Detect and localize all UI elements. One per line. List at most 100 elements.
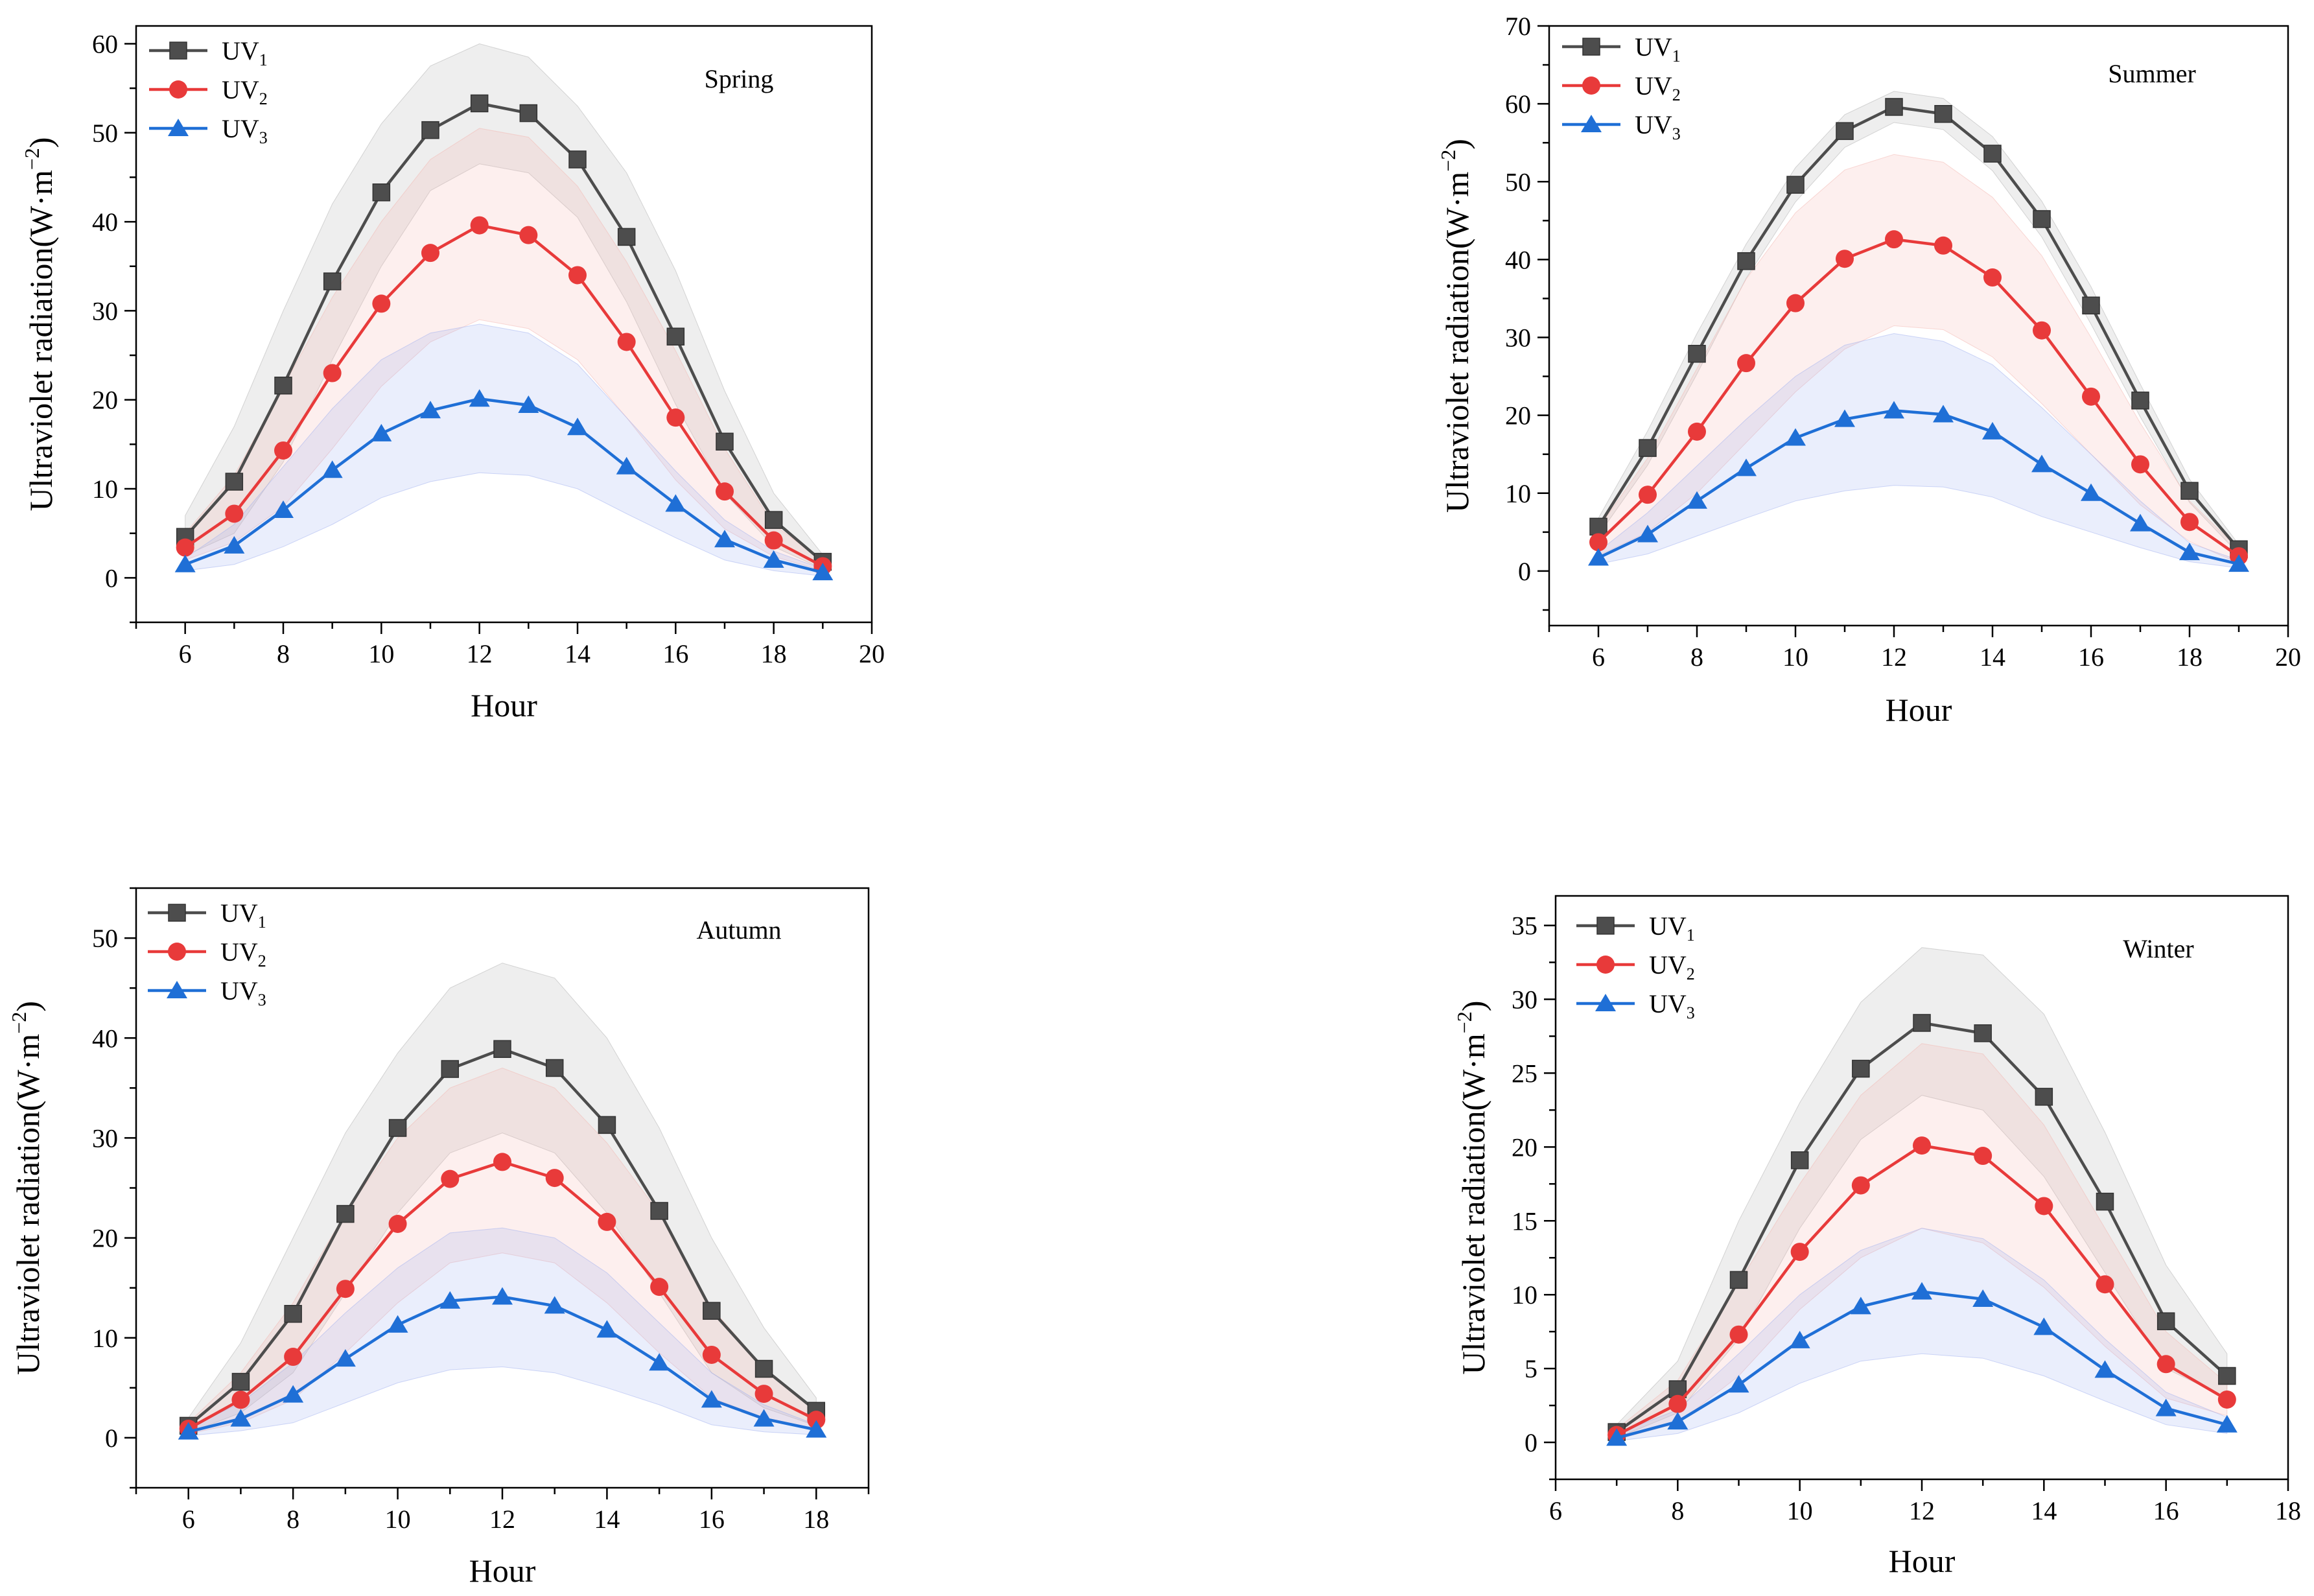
legend-label: UV1: [1649, 911, 1695, 945]
summer-uv3-point: [1588, 548, 1609, 566]
summer-uv1-line: [1597, 105, 2240, 550]
winter-uv2-point: [1668, 1394, 1687, 1413]
legend-entry-uv3: UV3: [1576, 989, 1695, 1022]
summer-uv1-point: [1639, 439, 1657, 457]
spring-uv2-point: [764, 531, 783, 550]
spring-uv3-point: [420, 401, 441, 419]
winter-y-axis-title: Ultraviolet radiation(W·m−2): [1453, 1001, 1491, 1375]
autumn-uv2-point: [754, 1385, 773, 1403]
summer-y-tick-label: 60: [1505, 89, 1531, 119]
legend-entry-uv1: UV1: [1576, 911, 1695, 945]
summer-x-tick-label: 20: [2275, 642, 2301, 672]
spring-uv2-point: [568, 266, 587, 285]
summer-uv1-point: [1786, 176, 1805, 194]
spring-uv2-point: [225, 504, 244, 523]
summer-plot-frame: [1548, 25, 2289, 627]
summer-x-tick-label: 8: [1690, 642, 1703, 672]
spring-uv3-point: [616, 456, 637, 475]
autumn-y-tick-label: 50: [92, 924, 118, 953]
winter-x-tick-label: 10: [1787, 1496, 1813, 1525]
summer-uv3-point: [1637, 524, 1658, 543]
autumn-uv3-point: [230, 1409, 251, 1427]
legend-marker: [168, 904, 186, 922]
summer-uv3-line: [1598, 409, 2239, 566]
autumn-x-tick-label: 6: [182, 1505, 195, 1534]
summer-uv1-point: [1688, 344, 1706, 363]
spring-x-tick-label: 14: [565, 639, 590, 668]
winter-x-tick-label: 8: [1671, 1496, 1684, 1525]
winter-uv1-point: [2218, 1367, 2236, 1385]
spring-uv3-point: [224, 535, 245, 554]
autumn-uv2-point: [702, 1345, 721, 1364]
autumn-uv1-point: [388, 1119, 407, 1137]
autumn-x-tick-label: 8: [286, 1505, 299, 1534]
autumn-uv2-point: [441, 1169, 460, 1188]
autumn-uv3-point: [334, 1349, 356, 1367]
autumn-uv3-point: [492, 1287, 513, 1305]
chart-panel-spring: 6 8 10 12 14 16 18 20 0 10 20 30 40 50 60 Spring UV1 UV2 U…: [20, 25, 885, 723]
winter-uv2-point: [2217, 1390, 2236, 1409]
winter-uv1-point: [2096, 1192, 2114, 1211]
legend-marker: [1596, 917, 1615, 935]
autumn-uv3-point: [596, 1320, 618, 1338]
legend-entry-uv2: UV2: [1562, 71, 1681, 104]
autumn-uv3-point: [544, 1296, 565, 1314]
autumn-uv3-point: [649, 1353, 670, 1371]
summer-uv1-point: [1836, 122, 1854, 140]
autumn-uv3-point: [387, 1315, 408, 1333]
spring-uv3-point: [174, 554, 196, 572]
spring-x-tick-label: 8: [277, 639, 290, 668]
spring-uv2-point: [176, 538, 194, 557]
spring-x-tick-label: 10: [368, 639, 394, 668]
autumn-uv2-point: [231, 1391, 250, 1409]
autumn-uv1-point: [754, 1359, 773, 1378]
chart-panel-winter: 6 8 10 12 14 16 18 0 5 10 15 20 25 30 35 Winter UV1 UV2 UV…: [1453, 895, 2301, 1579]
summer-uv2-line: [1597, 237, 2240, 557]
summer-uv2-point: [2033, 321, 2051, 340]
legend-label: UV3: [1649, 989, 1695, 1022]
spring-uv1-point: [716, 432, 734, 451]
spring-y-tick-label: 30: [92, 296, 118, 325]
summer-y-tick-label: 20: [1505, 401, 1531, 430]
chart-panel-autumn: 6 8 10 12 14 16 18 0 10 20 30 40 50 Autumn UV1 UV2 UV3 Ho…: [7, 887, 870, 1589]
winter-uv1-point: [1913, 1014, 1931, 1032]
summer-uv3-point: [2130, 513, 2151, 532]
autumn-y-tick-label: 40: [92, 1024, 118, 1053]
summer-uv3-point: [1736, 458, 1757, 476]
summer-uv3-point: [2081, 483, 2101, 501]
spring-uv2-point: [323, 364, 342, 382]
summer-uv3-point: [2228, 554, 2249, 572]
spring-uv2-point: [421, 244, 439, 263]
legend-marker: [1595, 994, 1616, 1011]
spring-uv2-point: [372, 294, 391, 313]
summer-uv1-point: [2033, 210, 2051, 228]
autumn-uv2-point: [284, 1348, 303, 1367]
summer-uv1-point: [1885, 98, 1903, 116]
summer-y-tick-label: 70: [1505, 12, 1531, 41]
summer-uv2-point: [2082, 387, 2100, 406]
autumn-x-tick-label: 14: [594, 1505, 620, 1534]
summer-uv3-point: [1687, 491, 1707, 509]
spring-uv2-point: [666, 408, 685, 427]
autumn-y-tick-label: 0: [105, 1424, 118, 1453]
summer-uv2-point: [2180, 513, 2199, 532]
summer-uv3-point: [1785, 428, 1806, 446]
autumn-uv1-point: [650, 1202, 668, 1220]
legend-marker: [168, 119, 189, 136]
spring-uv3-line: [184, 397, 823, 574]
autumn-uv1-point: [231, 1372, 250, 1391]
autumn-x-tick-label: 10: [385, 1505, 411, 1534]
winter-y-tick-label: 15: [1512, 1206, 1537, 1236]
winter-x-tick-label: 16: [2153, 1496, 2179, 1525]
autumn-x-tick-label: 12: [489, 1505, 515, 1534]
winter-uv3-point: [1667, 1412, 1689, 1430]
autumn-y-tick-label: 30: [92, 1123, 118, 1153]
autumn-uv2-point: [388, 1215, 407, 1233]
summer-uv3-point: [2031, 454, 2052, 473]
spring-y-tick-label: 60: [92, 29, 118, 58]
spring-uv2-point: [617, 333, 636, 351]
spring-uv3-point: [518, 395, 539, 413]
summer-uv2-point: [2131, 455, 2149, 474]
summer-uv1-point: [1589, 517, 1607, 536]
summer-y-axis-title: Ultraviolet radiation(W·m−2): [1436, 139, 1475, 513]
